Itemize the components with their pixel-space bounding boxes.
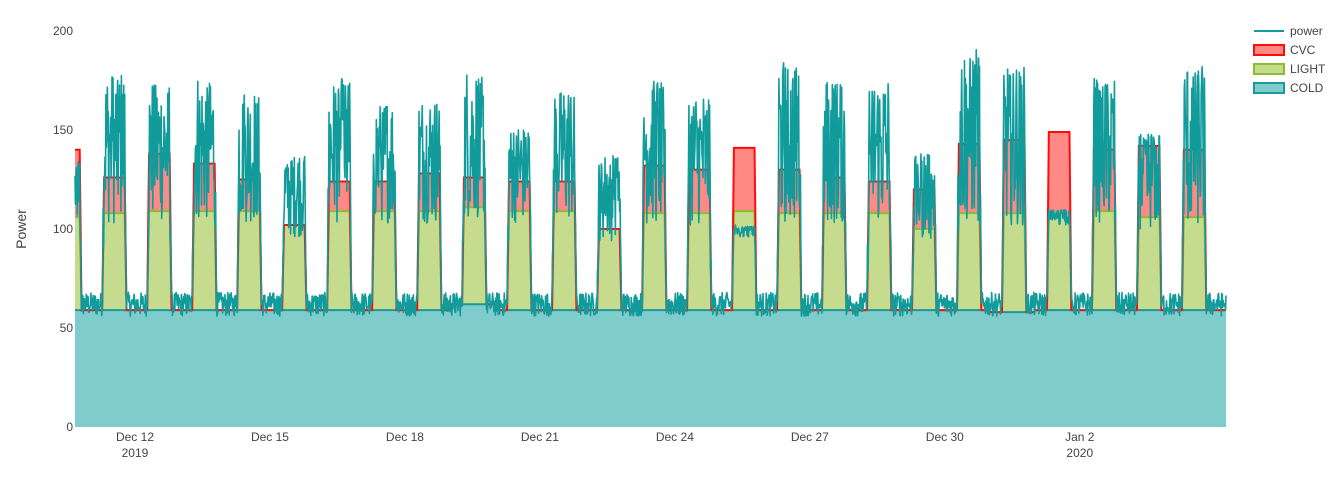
- x-axis: Dec 12 2019 Dec 15 Dec 18 Dec 21 Dec 24 Dec 27…: [116, 430, 1095, 460]
- x-tick-label: Dec 27: [791, 430, 829, 444]
- legend-item-cold[interactable]: COLD: [1253, 81, 1324, 95]
- area-light: [75, 207, 1226, 313]
- x-tick-label: Dec 30: [926, 430, 964, 444]
- x-tick-label: Dec 21: [521, 430, 559, 444]
- legend: power CVC LIGHT COLD: [1253, 24, 1326, 95]
- legend-item-power[interactable]: power: [1254, 24, 1323, 38]
- legend-label: power: [1290, 24, 1323, 38]
- x-tick-year-label: 2019: [122, 446, 149, 460]
- y-tick-label: 200: [53, 24, 73, 38]
- legend-item-cvc[interactable]: CVC: [1253, 43, 1316, 57]
- y-tick-label: 50: [60, 321, 74, 335]
- legend-item-light[interactable]: LIGHT: [1253, 62, 1326, 76]
- x-tick-label: Jan 2: [1065, 430, 1095, 444]
- legend-swatch: [1253, 82, 1285, 94]
- area-cold: [75, 304, 1226, 427]
- x-tick-label: Dec 18: [386, 430, 424, 444]
- legend-swatch: [1253, 44, 1285, 56]
- line-power: [74, 48, 1227, 317]
- x-tick-year-label: 2020: [1066, 446, 1093, 460]
- power-series: [74, 48, 1227, 317]
- x-tick-label: Dec 15: [251, 430, 289, 444]
- legend-swatch: [1253, 63, 1285, 75]
- x-tick-label: Dec 12: [116, 430, 154, 444]
- y-tick-label: 0: [66, 420, 73, 434]
- legend-label: LIGHT: [1290, 62, 1326, 76]
- legend-label: COLD: [1290, 81, 1324, 95]
- y-tick-label: 100: [53, 222, 73, 236]
- x-tick-label: Dec 24: [656, 430, 694, 444]
- y-axis: 0 50 100 150 200: [53, 24, 73, 434]
- y-axis-title: Power: [13, 209, 29, 249]
- legend-label: CVC: [1290, 43, 1316, 57]
- y-tick-label: 150: [53, 123, 73, 137]
